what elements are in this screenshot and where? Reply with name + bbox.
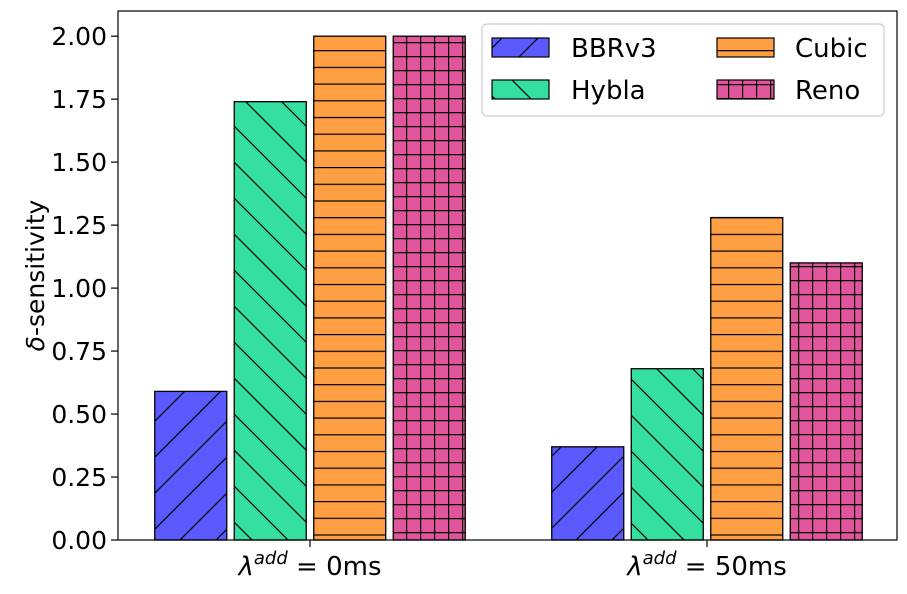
legend-box bbox=[481, 23, 885, 117]
bar-hybla-1 bbox=[630, 368, 704, 541]
axes-frame bbox=[117, 10, 898, 541]
bar-bbrv3-0 bbox=[154, 390, 228, 541]
y-tick-label: 0.25 bbox=[51, 463, 107, 492]
y-tick-label: 1.75 bbox=[51, 85, 107, 114]
x-tick-label: λadd = 50ms bbox=[625, 548, 787, 582]
legend-swatch-reno bbox=[716, 79, 775, 100]
legend-swatch-bbrv3 bbox=[491, 37, 550, 58]
legend-swatch-hybla bbox=[491, 79, 550, 100]
legend-swatch-cubic bbox=[716, 37, 775, 58]
y-tick-label: 1.50 bbox=[51, 148, 107, 177]
bar-reno-0 bbox=[392, 35, 466, 541]
legend-label-bbrv3: BBRv3 bbox=[571, 34, 657, 64]
y-tick-label: 2.00 bbox=[51, 22, 107, 51]
y-tick-label: 1.25 bbox=[51, 211, 107, 240]
legend-label-reno: Reno bbox=[795, 76, 860, 106]
y-tick-label: 0.00 bbox=[51, 526, 107, 555]
bar-cubic-0 bbox=[313, 35, 387, 541]
bar-hybla-0 bbox=[233, 101, 307, 541]
legend-label-cubic: Cubic bbox=[795, 34, 868, 64]
y-tick-label: 1.00 bbox=[51, 274, 107, 303]
legend-label-hybla: Hybla bbox=[571, 76, 646, 106]
legend: BBRv3 Hybla Cubic Reno bbox=[481, 23, 885, 117]
bar-reno-1 bbox=[789, 262, 863, 541]
bar-cubic-1 bbox=[710, 216, 784, 541]
axes: 0.00 0.25 0.50 0.75 1.00 1.25 1.50 1.75 2.00 λadd… bbox=[21, 10, 898, 582]
x-tick-label: λadd = 0ms bbox=[236, 548, 381, 582]
y-tick-label: 0.50 bbox=[51, 400, 107, 429]
bar-bbrv3-1 bbox=[551, 446, 625, 541]
y-tick-label: 0.75 bbox=[51, 337, 107, 366]
y-axis-label: δ-sensitivity bbox=[21, 199, 50, 351]
plot-area bbox=[154, 35, 863, 541]
